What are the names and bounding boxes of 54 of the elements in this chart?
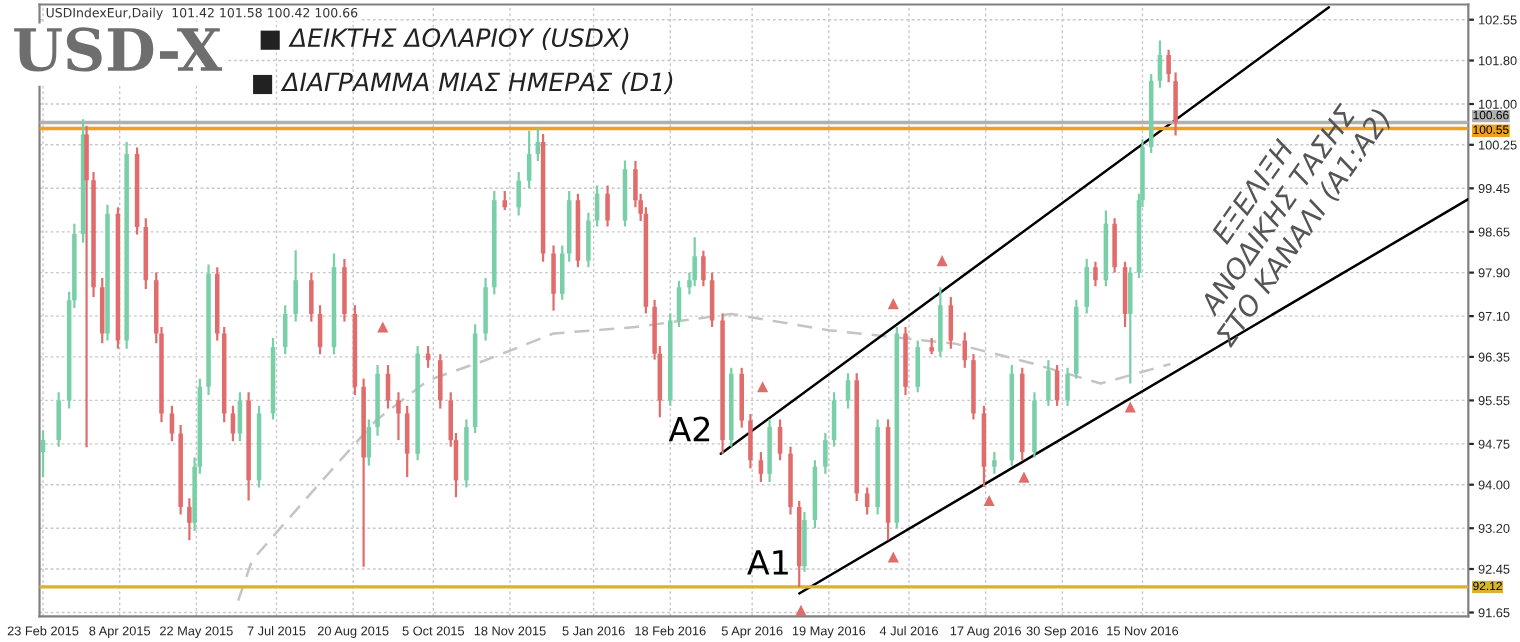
candlestick: [99, 276, 105, 345]
candlestick: [692, 236, 697, 288]
candlestick: [938, 286, 943, 359]
candlestick: [1128, 266, 1133, 385]
candlestick: [864, 486, 870, 516]
point: [887, 298, 899, 310]
annotation: ■ ΔΕΙΚΤΗΣ ΔΟΛΑΡΙΟΥ (USDX): [260, 27, 629, 50]
point: [377, 321, 389, 333]
annotation: ■ ΔΙΑΓΡΑΜΜΑ ΜΙΑΣ ΗΜΕΡΑΣ (D1): [253, 72, 673, 95]
candlestick: [739, 366, 744, 429]
candlestick: [767, 418, 772, 484]
candlestick: [366, 418, 372, 467]
point: [1018, 471, 1030, 483]
candlestick: [293, 249, 298, 323]
chart-title: USD-X: [14, 27, 223, 72]
candlestick: [187, 497, 192, 542]
candlestick: [551, 244, 556, 312]
point: [936, 255, 948, 267]
point: [983, 494, 995, 507]
candlestick: [230, 404, 236, 443]
candlestick: [992, 450, 997, 475]
candlestick: [84, 124, 89, 449]
candlestick: [962, 331, 968, 369]
candlestick: [483, 276, 488, 342]
candlestick: [309, 271, 314, 323]
point: [757, 381, 769, 393]
candlestick: [396, 391, 401, 442]
candlestick: [1112, 217, 1117, 274]
candlestick: [948, 295, 954, 350]
candlestick: [605, 184, 610, 228]
candlestick: [342, 257, 347, 323]
candlestick: [748, 412, 753, 470]
candlestick: [1046, 359, 1051, 407]
point: [887, 551, 899, 563]
candlestick: [56, 391, 61, 448]
candlestick: [1084, 257, 1089, 315]
candlestick: [586, 211, 591, 269]
candlestick: [823, 431, 828, 475]
candlestick: [758, 450, 764, 484]
candlestick: [1065, 366, 1070, 407]
candlestick: [404, 404, 410, 479]
candlestick: [169, 404, 175, 443]
annotation: A2: [668, 416, 710, 442]
candlestick: [701, 249, 706, 288]
point: [795, 604, 807, 616]
candlestick: [915, 339, 920, 394]
candlestick: [1093, 260, 1098, 288]
candlestick: [438, 353, 443, 410]
candlestick: [502, 189, 508, 212]
candlestick: [1157, 39, 1163, 89]
candlestick: [802, 510, 807, 573]
candlestick: [237, 391, 243, 443]
candlestick: [516, 170, 521, 217]
annotation: A1: [747, 550, 788, 575]
